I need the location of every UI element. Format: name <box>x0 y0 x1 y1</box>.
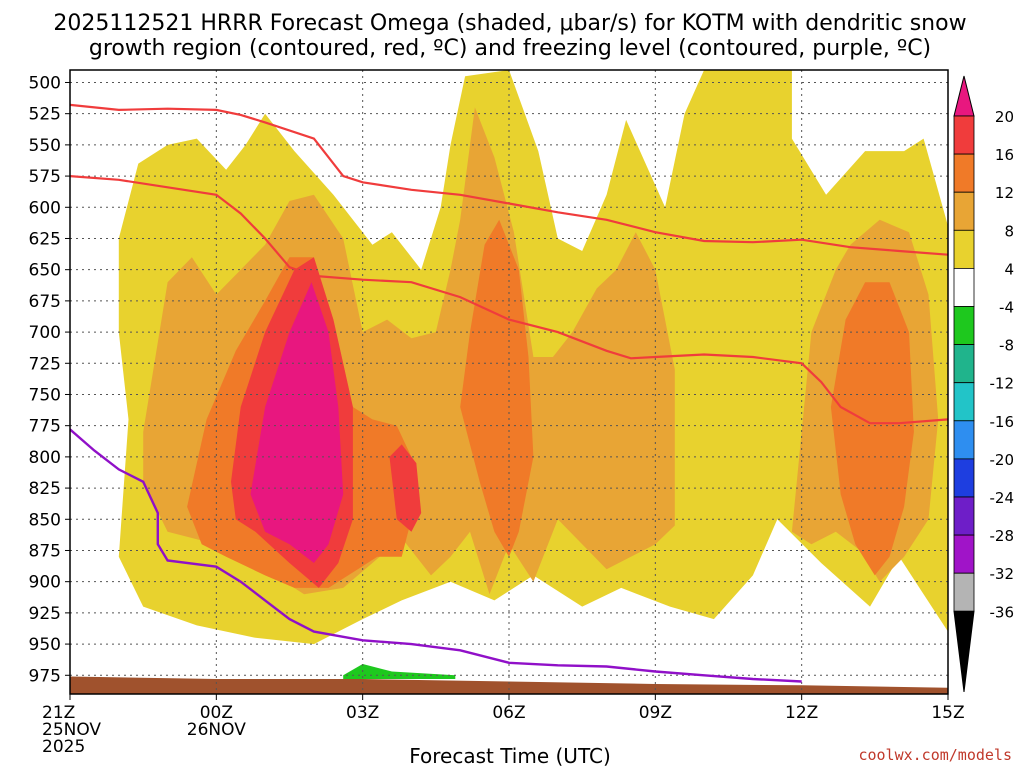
colorbar-label-9: -20 <box>990 451 1015 469</box>
chart-title-line-1: 2025112521 HRRR Forecast Omega (shaded, … <box>53 11 966 36</box>
x-tick-label-0-1: 25NOV <box>42 720 101 740</box>
colorbar-label-5: -4 <box>999 299 1014 317</box>
x-axis-label: Forecast Time (UTC) <box>409 744 611 768</box>
colorbar-top-arrow <box>953 75 975 117</box>
credit-text: coolwx.com/models <box>858 746 1012 764</box>
colorbar-swatch-2 <box>953 153 975 193</box>
colorbar-label-11: -28 <box>990 527 1015 545</box>
colorbar-swatch-8 <box>953 382 975 422</box>
colorbar-label-10: -24 <box>990 489 1015 507</box>
y-tick-label-575: 575 <box>29 167 61 187</box>
omega-region-16-7 <box>389 444 422 532</box>
omega-region-12-4 <box>460 219 534 557</box>
y-tick-label-550: 550 <box>29 136 61 156</box>
x-tick-label-18-0: 15Z <box>931 703 964 723</box>
omega-region-20-8 <box>250 282 344 563</box>
colorbar-bottom-arrow <box>953 610 975 693</box>
y-tick-label-725: 725 <box>29 354 61 374</box>
omega-region-12-5 <box>830 282 914 576</box>
ground-surface <box>70 676 948 694</box>
y-tick-label-700: 700 <box>29 323 61 343</box>
colorbar-swatch-5 <box>953 267 975 307</box>
colorbar-label-7: -12 <box>990 375 1015 393</box>
y-tick-label-875: 875 <box>29 541 61 561</box>
contour-lines <box>70 103 948 683</box>
y-tick-label-600: 600 <box>29 198 61 218</box>
colorbar-label-12: -32 <box>990 565 1015 583</box>
colorbar-label-1: 16 <box>995 146 1014 164</box>
y-tick-label-625: 625 <box>29 229 61 249</box>
y-tick-label-525: 525 <box>29 105 61 125</box>
low-level-green-shading <box>343 664 456 679</box>
colorbar-label-4: 4 <box>1004 260 1014 278</box>
dgz-contour--12 <box>70 103 948 256</box>
colorbar-swatch-12 <box>953 534 975 574</box>
colorbar-swatch-6 <box>953 306 975 345</box>
colorbar: 20 16 12 8 4 -4 -8 -12 -16 -20 -24 -28 -32 -36 <box>953 75 1015 693</box>
colorbar-swatch-11 <box>953 496 975 536</box>
colorbar-label-2: 12 <box>995 184 1014 202</box>
colorbar-swatch-10 <box>953 458 975 498</box>
y-tick-label-675: 675 <box>29 292 61 312</box>
colorbar-swatch-4 <box>953 229 975 269</box>
y-tick-label-825: 825 <box>29 479 61 499</box>
y-axis: 500 525 550 575 600 625 650 675 700 725 750 775 800 8… <box>29 73 70 686</box>
x-tick-label-0-2: 2025 <box>42 737 85 757</box>
colorbar-swatch-13 <box>953 572 975 612</box>
y-tick-label-650: 650 <box>29 261 61 281</box>
x-tick-label-0-0: 21Z <box>42 703 75 723</box>
y-tick-label-900: 900 <box>29 573 61 593</box>
freezing-level-contour <box>70 428 802 683</box>
x-tick-label-3-1: 26NOV <box>187 720 246 740</box>
colorbar-label-6: -8 <box>999 337 1014 355</box>
colorbar-label-13: -36 <box>990 603 1015 621</box>
plot-area <box>69 69 949 695</box>
colorbar-label-0: 20 <box>995 108 1014 126</box>
colorbar-swatch-3 <box>953 191 975 231</box>
y-tick-label-500: 500 <box>29 73 61 93</box>
y-tick-label-925: 925 <box>29 604 61 624</box>
chart-title-line-2: growth region (contoured, red, ºC) and f… <box>89 36 931 61</box>
x-tick-label-15-0: 12Z <box>785 703 818 723</box>
y-tick-label-800: 800 <box>29 448 61 468</box>
colorbar-swatch-9 <box>953 420 975 460</box>
x-tick-label-3-0: 00Z <box>200 703 233 723</box>
omega-shading <box>118 70 948 645</box>
y-tick-label-850: 850 <box>29 510 61 530</box>
x-tick-label-12-0: 09Z <box>639 703 672 723</box>
x-tick-label-6-0: 03Z <box>346 703 379 723</box>
dgz-contour--18 <box>70 175 948 425</box>
y-tick-label-950: 950 <box>29 635 61 655</box>
colorbar-swatch-1 <box>953 115 975 155</box>
grid-lines <box>70 70 948 694</box>
colorbar-label-3: 8 <box>1004 222 1014 240</box>
colorbar-swatch-7 <box>953 344 975 384</box>
y-tick-label-775: 775 <box>29 417 61 437</box>
y-tick-label-750: 750 <box>29 385 61 405</box>
colorbar-label-8: -16 <box>990 413 1015 431</box>
x-tick-label-9-0: 06Z <box>492 703 525 723</box>
y-tick-label-975: 975 <box>29 666 61 686</box>
